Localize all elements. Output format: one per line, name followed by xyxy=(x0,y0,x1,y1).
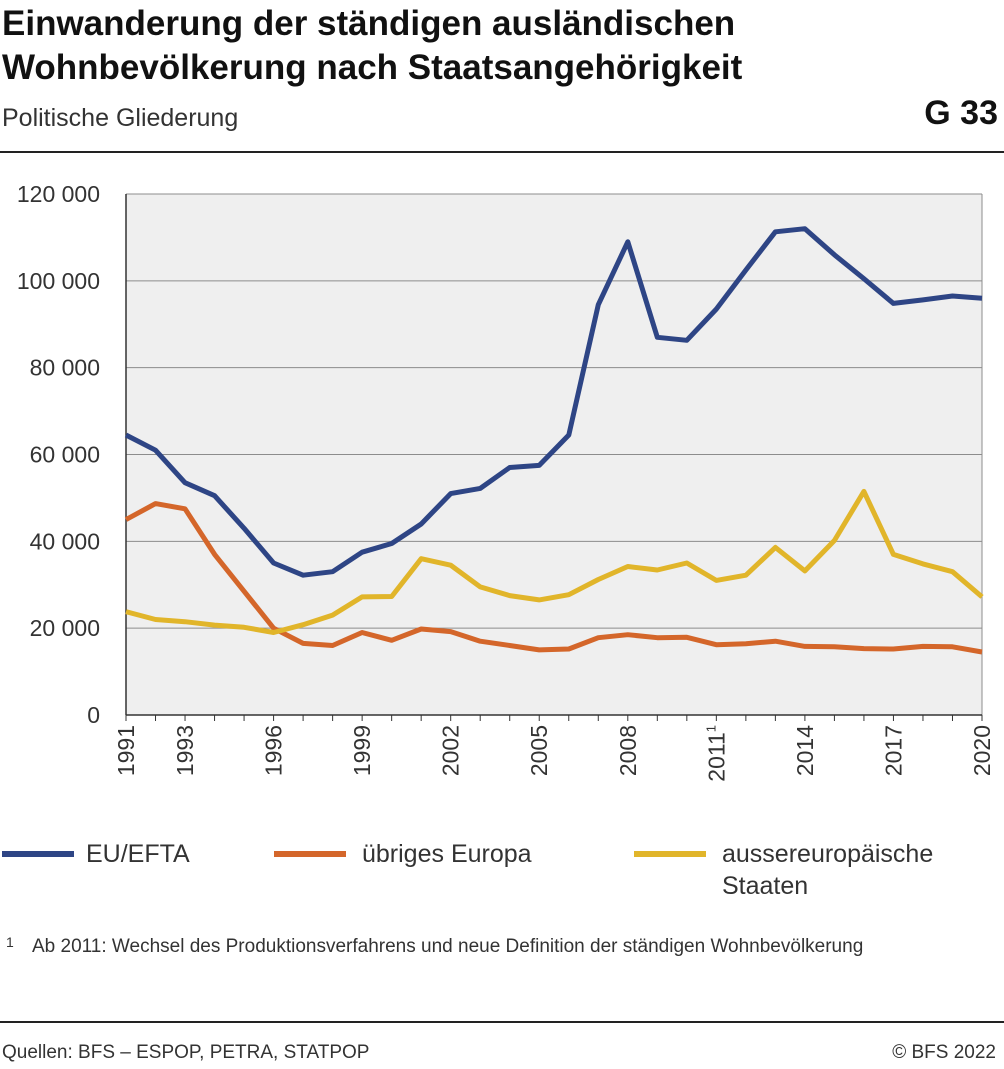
x-tick-label-1999: 1999 xyxy=(349,725,375,776)
y-tick-label-2: 40 000 xyxy=(30,528,100,554)
x-tick-label-1993: 1993 xyxy=(172,725,198,776)
sources-text: Quellen: BFS – ESPOP, PETRA, STATPOP xyxy=(2,1042,370,1063)
x-tick-label-2002: 2002 xyxy=(438,725,464,776)
x-tick-label-2020: 2020 xyxy=(969,725,995,776)
x-tick-label-2017: 2017 xyxy=(880,725,906,776)
footnote-marker: 1 xyxy=(6,934,14,950)
y-tick-label-5: 100 000 xyxy=(17,268,100,294)
chart-title-line-1: Einwanderung der ständigen ausländischen xyxy=(2,4,736,43)
line-chart: 0 20 000 40 000 60 000 80 000 100 000 120 000 1… xyxy=(17,181,995,782)
chart-title: Einwanderung der ständigen ausländischen… xyxy=(2,2,982,90)
x-tick-label-2011: 20111 xyxy=(703,725,729,782)
x-tick-label-2008: 2008 xyxy=(615,725,641,776)
legend-label-aussereuropaeisch-line-1: aussereuropäische xyxy=(722,840,934,868)
x-tick-superscript-2011: 1 xyxy=(703,725,718,732)
top-divider xyxy=(0,151,1004,153)
y-tick-label-0: 0 xyxy=(87,702,100,728)
y-tick-label-3: 60 000 xyxy=(30,442,100,468)
x-tick-label-1991: 1991 xyxy=(113,725,139,776)
legend-label-uebriges-europa: übriges Europa xyxy=(362,840,532,868)
legend-label-aussereuropaeisch-line-2: Staaten xyxy=(722,872,809,900)
x-tick-label-2005: 2005 xyxy=(526,725,552,776)
x-tick-label-2014: 2014 xyxy=(792,725,818,776)
chart-code: G 33 xyxy=(924,94,998,132)
y-tick-label-1: 20 000 xyxy=(30,615,100,641)
legend-label-eu-efta: EU/EFTA xyxy=(86,840,190,868)
legend-swatch-uebriges-europa xyxy=(274,851,346,857)
series-line-2 xyxy=(125,488,984,635)
series-line-0 xyxy=(124,226,983,578)
chart-title-line-2: Wohnbevölkerung nach Staatsangehörigkeit xyxy=(2,48,743,87)
y-tick-label-4: 80 000 xyxy=(30,355,100,381)
series-line-1 xyxy=(124,501,983,655)
y-tick-label-6: 120 000 xyxy=(17,181,100,207)
footnote-text: Ab 2011: Wechsel des Produktionsverfahre… xyxy=(32,936,864,957)
copyright-text: © BFS 2022 xyxy=(892,1042,996,1063)
bottom-divider xyxy=(0,1021,1004,1023)
chart-subtitle: Politische Gliederung xyxy=(2,104,239,132)
legend-label-aussereuropaeisch: aussereuropäische Staaten xyxy=(722,838,933,902)
legend-swatch-eu-efta xyxy=(2,851,74,857)
legend-swatch-aussereuropaeisch xyxy=(634,851,706,857)
x-tick-label-1996: 1996 xyxy=(261,725,287,776)
